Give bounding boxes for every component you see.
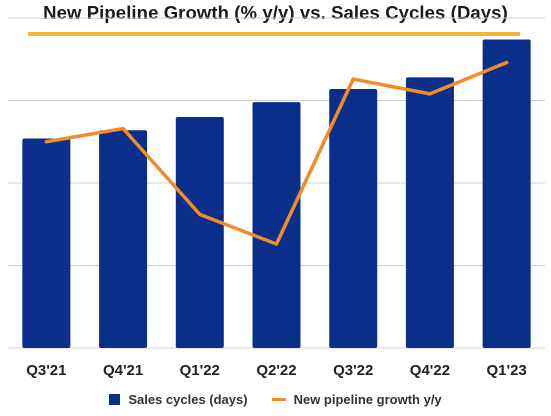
bar [329,88,378,348]
bar [482,39,531,348]
legend: Sales cycles (days) New pipeline growth … [0,392,551,407]
x-tick-label: Q2'22 [256,362,296,379]
legend-swatch-bar [109,394,121,405]
x-tick-label: Q1'23 [487,362,527,379]
bar-series [22,39,531,349]
bar [175,117,224,348]
x-tick-label: Q3'21 [26,362,66,379]
legend-label-line: New pipeline growth y/y [293,392,442,407]
bar [252,102,301,349]
bar [405,77,454,349]
bar [22,138,71,348]
x-tick-label: Q3'22 [333,362,373,379]
legend-item-bars: Sales cycles (days) [109,392,248,407]
legend-item-line: New pipeline growth y/y [271,392,442,407]
x-tick-label: Q4'22 [410,362,450,379]
legend-label-bars: Sales cycles (days) [128,392,248,407]
x-axis-ticks: Q3'21 Q4'21 Q1'22 Q2'22 Q3'22 Q4'22 Q1'23 [26,362,527,379]
legend-swatch-line [271,398,286,401]
bar [99,130,148,348]
title-underline [28,32,520,36]
x-tick-label: Q1'22 [180,362,220,379]
line-series [44,60,509,246]
x-tick-label: Q4'21 [103,362,143,379]
